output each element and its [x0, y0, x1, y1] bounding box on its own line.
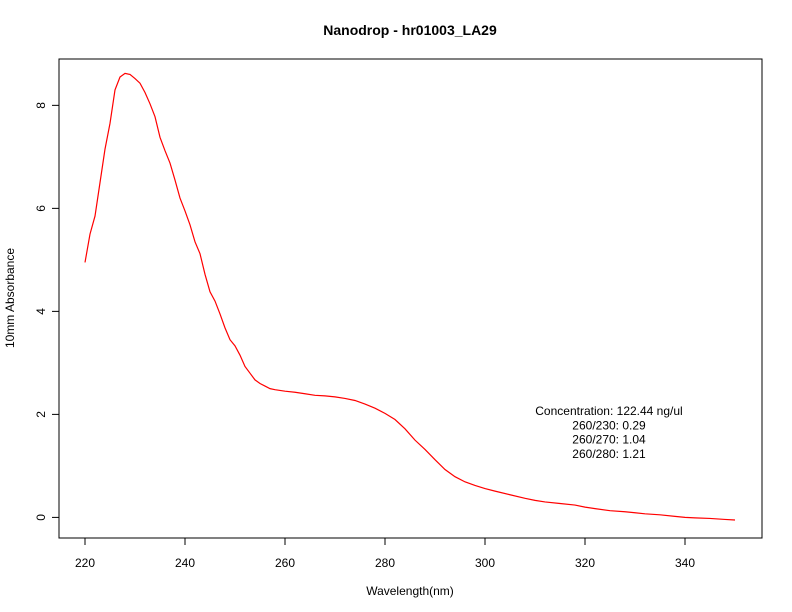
y-tick-label: 4	[34, 308, 48, 315]
absorbance-line	[84, 72, 736, 521]
x-tick-label: 300	[475, 556, 495, 570]
annotation-line: Concentration: 122.44 ng/ul	[535, 404, 682, 418]
chart-title: Nanodrop - hr01003_LA29	[323, 22, 497, 38]
annotation-line: 260/280: 1.21	[572, 447, 646, 461]
plot-area-frame	[58, 58, 763, 539]
y-tick-label: 8	[34, 102, 48, 109]
x-axis: 220 240 260 280 300 320 340	[75, 537, 695, 570]
y-tick-label: 0	[34, 514, 48, 521]
x-axis-label: Wavelength(nm)	[366, 584, 454, 598]
x-tick-label: 340	[675, 556, 695, 570]
x-tick-label: 320	[575, 556, 595, 570]
y-tick-label: 2	[34, 411, 48, 418]
annotation-line: 260/270: 1.04	[572, 433, 646, 447]
y-axis: 0 2 4 6 8	[34, 102, 60, 521]
x-tick-label: 280	[375, 556, 395, 570]
x-tick-label: 240	[175, 556, 195, 570]
x-tick-label: 260	[275, 556, 295, 570]
y-axis-label: 10mm Absorbance	[3, 248, 17, 348]
y-tick-label: 6	[34, 205, 48, 212]
x-tick-label: 220	[75, 556, 95, 570]
annotation-line: 260/230: 0.29	[572, 418, 646, 432]
